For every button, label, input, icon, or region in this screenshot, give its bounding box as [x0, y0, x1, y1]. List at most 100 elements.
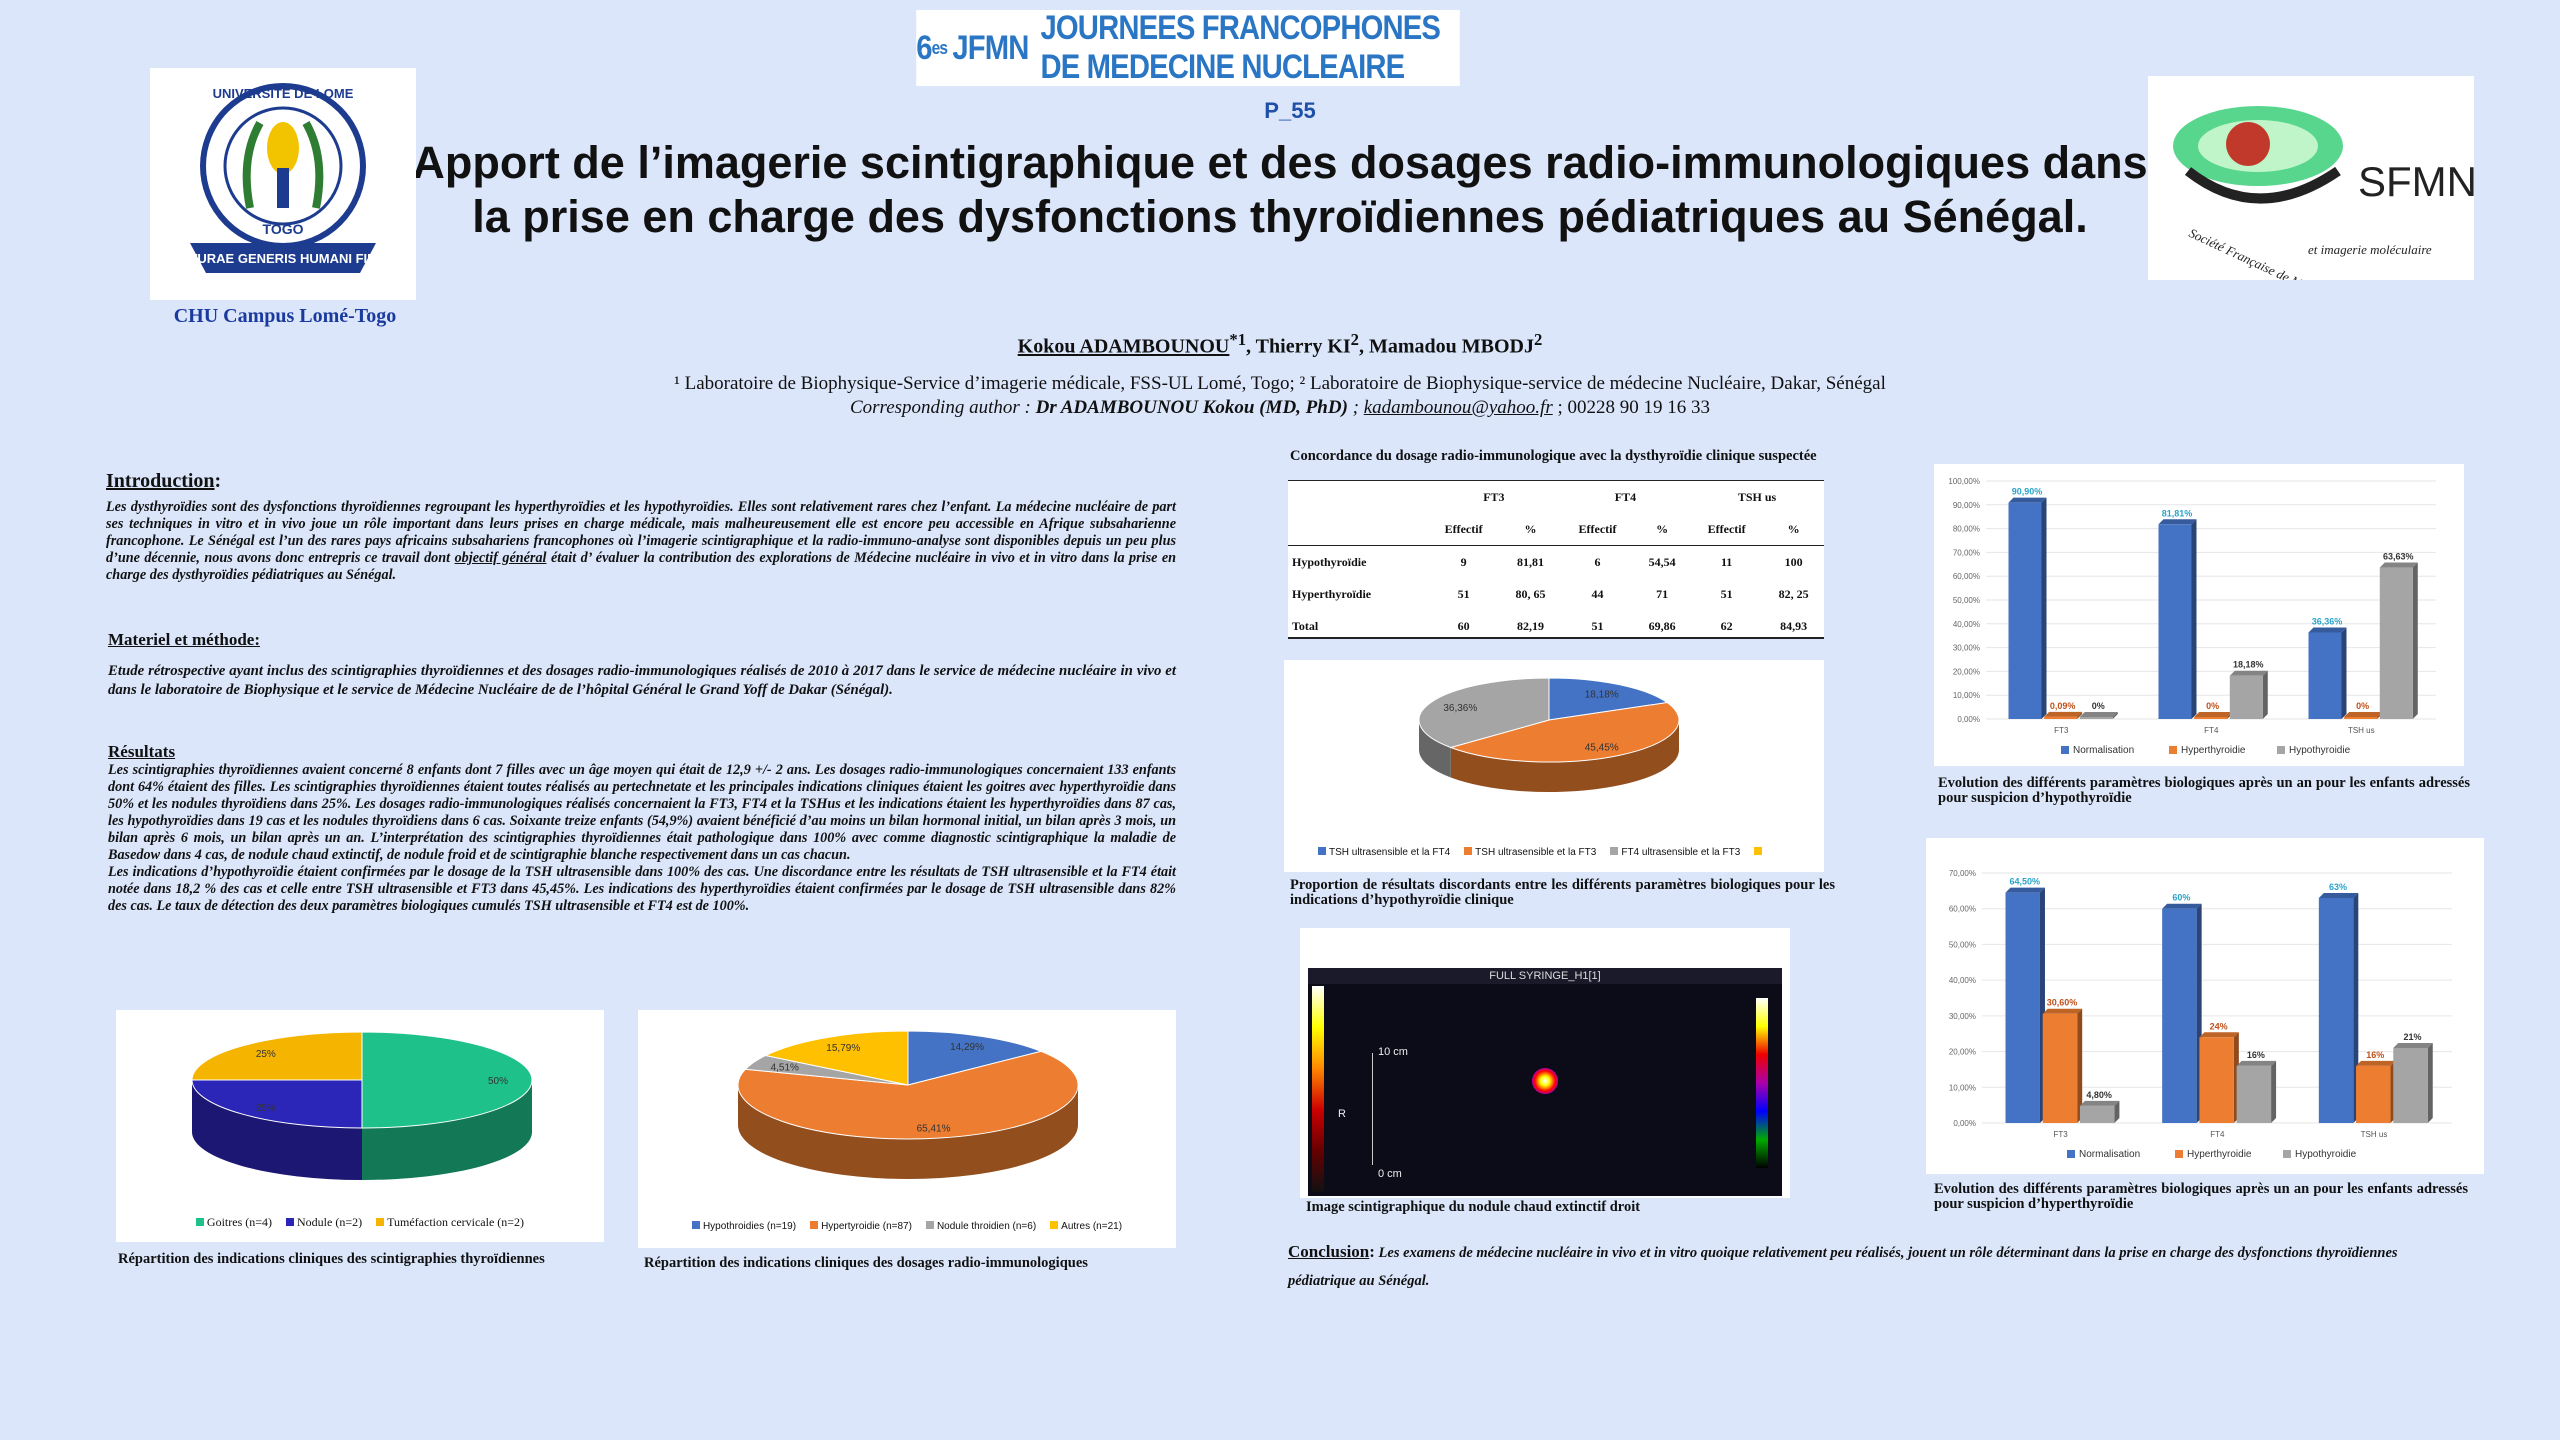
table-cell: 62	[1720, 618, 1733, 633]
table-sub-header: Effectif % Effectif % Effectif %	[1288, 513, 1824, 546]
corresponding-prefix: Corresponding author :	[849, 397, 1036, 418]
x-category-label: FT3	[2054, 726, 2069, 735]
x-category-label: TSH us	[2361, 1130, 2388, 1139]
bar-side	[2271, 1060, 2277, 1123]
y-tick-label: 20,00%	[1953, 667, 1980, 676]
chu-label: CHU Campus Lomé-Togo	[173, 305, 397, 327]
scan-scale-bot: 0 cm	[1378, 1168, 1402, 1180]
corresponding-sep: ;	[1347, 397, 1364, 418]
table-cell: 51	[1591, 618, 1604, 633]
y-tick-label: 30,00%	[1949, 1012, 1976, 1021]
pie1-legend-item: Tuméfaction cervicale (n=2)	[376, 1215, 524, 1230]
author-3-sup: 2	[1534, 330, 1543, 349]
scan-ruler	[1372, 1053, 1373, 1165]
pie2-legend-item: Hypertyroidie (n=87)	[810, 1221, 912, 1232]
pie3-legend-label: FT4 ultrasensible et la FT3	[1621, 847, 1741, 858]
results-section: Résultats Les scintigraphies thyroïdienn…	[108, 742, 1176, 915]
bar-side	[2341, 627, 2347, 719]
pie1-legend: Goitres (n=4) Nodule (n=2) Tuméfaction c…	[116, 1215, 604, 1230]
legend-swatch	[2283, 1150, 2291, 1158]
table-cell: 80, 65	[1515, 586, 1546, 601]
pie-slice-side	[1419, 720, 1451, 778]
pie-slice	[191, 1031, 363, 1081]
y-tick-label: 0,00%	[1953, 1119, 1976, 1128]
pie-slice-side	[738, 1085, 1078, 1179]
legend-swatch	[2277, 746, 2285, 754]
bar-data-label: 16%	[2366, 1050, 2384, 1060]
y-tick-label: 40,00%	[1953, 620, 1980, 629]
legend-swatch	[2169, 746, 2177, 754]
conclusion-section: Conclusion: Les examens de médecine nucl…	[1288, 1238, 2398, 1295]
bar	[2229, 675, 2263, 719]
table-subheader: Effectif	[1707, 521, 1746, 536]
bar-top	[2042, 1008, 2083, 1014]
table-cell: 81,81	[1517, 554, 1545, 569]
pie1-legend-label: Tuméfaction cervicale (n=2)	[387, 1215, 525, 1229]
bar	[2008, 502, 2042, 719]
logo-text-mid: TOGO	[263, 221, 304, 237]
bar	[2236, 1065, 2272, 1123]
sfmn-text: SFMN	[2358, 158, 2474, 205]
bar-data-label: 21%	[2404, 1032, 2422, 1042]
methods-heading: Materiel et méthode:	[108, 630, 260, 649]
bar	[2158, 524, 2192, 719]
bar-top	[2008, 497, 2047, 503]
corresponding-email[interactable]: kadambounou@yahoo.fr	[1363, 397, 1553, 418]
bar-data-label: 24%	[2210, 1021, 2228, 1031]
results-p1: Les scintigraphies thyroïdiennes avaient…	[108, 762, 1176, 863]
table-subheader: Effectif	[1444, 521, 1483, 536]
pie-data-label: 50%	[488, 1076, 508, 1087]
legend-swatch	[2067, 1150, 2075, 1158]
pie1-svg: 50% 25% 25%	[191, 1031, 533, 1180]
bar-data-label: 64,50%	[2009, 877, 2040, 887]
y-tick-label: 50,00%	[1953, 596, 1980, 605]
banner-sup: es	[931, 37, 948, 58]
y-tick-label: 50,00%	[1949, 940, 1976, 949]
pie-data-label: 25%	[256, 1049, 276, 1060]
pie2-legend-label: Autres (n=21)	[1061, 1221, 1123, 1232]
pie2-legend-item: Autres (n=21)	[1050, 1221, 1122, 1232]
y-tick-label: 100,00%	[1948, 477, 1980, 486]
bar-data-label: 30,60%	[2047, 998, 2078, 1008]
bar	[2308, 632, 2342, 719]
conclusion-colon: :	[1369, 1242, 1375, 1261]
pie2-legend-label: Hypertyroidie (n=87)	[821, 1221, 912, 1232]
pie-data-label: 15,79%	[826, 1043, 860, 1054]
bar-data-label: 36,36%	[2312, 616, 2343, 626]
bar-side	[2427, 1043, 2433, 1123]
conclusion-text: Les examens de médecine nucléaire in viv…	[1288, 1245, 2398, 1289]
pie2-caption: Répartition des indications cliniques de…	[644, 1255, 1088, 1271]
y-tick-label: 40,00%	[1949, 976, 1976, 985]
corresponding-phone: ; 00228 90 19 16 33	[1552, 397, 1711, 418]
x-category-label: FT3	[2054, 1130, 2069, 1139]
scintigraphy-image: FULL SYRINGE_H1[1] 10 cm 0 cm R	[1300, 928, 1790, 1198]
pie3-legend-item: TSH ultrasensible et la FT3	[1464, 847, 1596, 858]
bar2-svg: 0,00% 10,00% 20,00% 30,00% 40,00% 50,00% 60,00…	[1949, 869, 2452, 1160]
table-cell: 100	[1784, 554, 1803, 569]
bar	[2162, 908, 2197, 1123]
table-row-label: Hypothyroïdie	[1292, 554, 1367, 569]
pie2-svg: 14,29% 65,41% 4,51% 15,79%	[737, 1030, 1079, 1179]
sfmn-logo: SFMN Société Française de Médecine Nuclé…	[2148, 76, 2477, 330]
table-row-label: Hyperthyroïdie	[1292, 586, 1372, 601]
pie3-legend-item: FT4 ultrasensible et la FT3	[1610, 847, 1740, 858]
bar-chart-hypo: 0,00% 10,00% 20,00% 30,00% 40,00% 50,00% 60,00…	[1934, 464, 2464, 766]
results-p2: Les indications d’hypothyroïdie étaient …	[108, 864, 1176, 914]
y-tick-label: 90,00%	[1953, 501, 1980, 510]
affiliations: ¹ Laboratoire de Biophysique-Service d’i…	[500, 372, 2060, 420]
pie1-legend-label: Nodule (n=2)	[297, 1215, 363, 1229]
methods-section: Materiel et méthode: Etude rétrospective…	[108, 630, 1176, 700]
bar-top	[2393, 1043, 2433, 1048]
author-2-sup: 2	[1350, 330, 1359, 349]
legend-swatch	[2061, 746, 2069, 754]
x-category-label: FT4	[2204, 726, 2219, 735]
table-cell: 54,54	[1648, 554, 1676, 569]
bar-top	[2158, 519, 2197, 525]
table-group: FT4	[1614, 489, 1637, 504]
bar-side	[2077, 1008, 2083, 1123]
bar-top	[2236, 1060, 2277, 1066]
pie-chart-discordance: 18,18% 45,45% 36,36% TSH ultrasensible et …	[1284, 660, 1824, 872]
bar-side	[2112, 712, 2118, 719]
poster-code: P_55	[1264, 98, 1316, 123]
table-cell: 9	[1460, 554, 1467, 569]
